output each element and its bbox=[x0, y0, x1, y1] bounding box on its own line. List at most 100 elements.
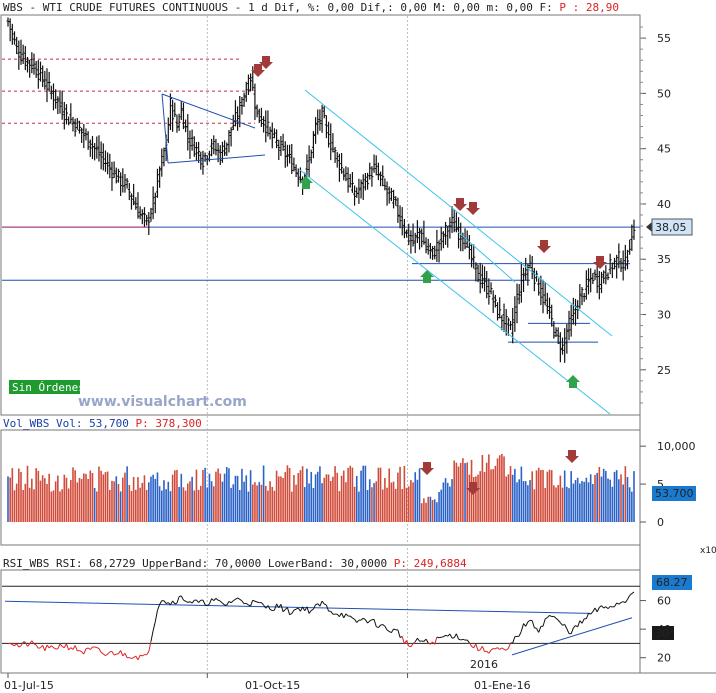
vol-scale-label: x10 bbox=[700, 546, 716, 556]
triangle-lower-line bbox=[167, 154, 266, 164]
vol-y-tick-label: 0 bbox=[657, 516, 664, 529]
rsi-line-segment bbox=[183, 599, 186, 602]
rsi-line-segment bbox=[217, 599, 221, 602]
rsi-line-segment bbox=[129, 657, 132, 660]
rsi-line-segment bbox=[430, 641, 433, 645]
rsi-line-segment bbox=[31, 640, 35, 645]
rsi-line-segment bbox=[302, 606, 306, 612]
rsi-line-segment bbox=[577, 620, 581, 627]
y-tick-label: 55 bbox=[657, 32, 671, 45]
y-tick-label: 45 bbox=[657, 143, 671, 156]
rsi-line-segment bbox=[460, 638, 464, 641]
rsi-line-segment bbox=[547, 615, 550, 618]
rsi-line-segment bbox=[312, 604, 317, 610]
rsi-line-segment bbox=[534, 627, 537, 629]
rsi-line-segment bbox=[449, 633, 453, 639]
rsi-line-segment bbox=[235, 597, 238, 600]
rsi-line-segment bbox=[466, 639, 470, 644]
rsi-line-segment bbox=[273, 603, 278, 611]
rsi-line-segment bbox=[72, 645, 76, 650]
rsi-line-segment bbox=[601, 605, 605, 609]
x-tick-label: 01-Ene-16 bbox=[474, 679, 531, 692]
rsi-line-segment bbox=[122, 652, 126, 657]
rsi-line-segment bbox=[297, 607, 301, 612]
triangle-side-line bbox=[161, 93, 169, 164]
rsi-line-segment bbox=[499, 647, 503, 650]
rsi-line-segment bbox=[453, 633, 457, 638]
rsi-line-segment bbox=[458, 638, 461, 641]
vol-value-tag bbox=[652, 486, 696, 501]
rsi-line-segment bbox=[585, 613, 589, 619]
rsi-line-segment bbox=[148, 641, 152, 652]
rsi-line-segment bbox=[321, 600, 325, 605]
rsi-line-segment bbox=[592, 607, 596, 612]
rsi-line-segment bbox=[107, 651, 111, 655]
rsi-line-segment bbox=[403, 640, 407, 645]
rsi-line-segment bbox=[98, 648, 102, 653]
rsi-line-segment bbox=[564, 624, 568, 629]
y-tick-label: 25 bbox=[657, 364, 671, 377]
sell-arrow-icon bbox=[453, 198, 467, 211]
rsi-line-segment bbox=[369, 619, 373, 622]
rsi-line-segment bbox=[245, 602, 249, 606]
rsi-line-segment bbox=[230, 600, 234, 604]
rsi-line-segment bbox=[518, 630, 522, 637]
rsi-line-segment bbox=[189, 601, 193, 604]
rsi-line-segment bbox=[618, 602, 622, 605]
rsi-line-segment bbox=[382, 624, 386, 627]
rsi-line-segment bbox=[620, 601, 624, 603]
rsi-line-segment bbox=[165, 602, 169, 605]
rsi-line-segment bbox=[603, 606, 607, 609]
rsi-line-segment bbox=[397, 629, 401, 638]
rsi-line-segment bbox=[495, 647, 498, 650]
rsi-line-segment bbox=[341, 612, 345, 619]
rsi-line-segment bbox=[35, 644, 39, 649]
rsi-line-segment bbox=[393, 628, 396, 631]
rsi-trend-line bbox=[4, 600, 591, 614]
status-badge[interactable] bbox=[9, 380, 80, 394]
rsi-y-tick-label: 60 bbox=[657, 595, 671, 608]
rsi-line-segment bbox=[438, 636, 442, 639]
rsi-line-segment bbox=[100, 651, 104, 655]
rsi-line-segment bbox=[20, 641, 24, 647]
rsi-line-segment bbox=[462, 638, 466, 641]
buy-arrow-icon bbox=[299, 176, 313, 189]
rsi-line-segment bbox=[325, 604, 330, 612]
rsi-lower-tag-label: 30 bbox=[655, 627, 669, 640]
rsi-line-segment bbox=[555, 617, 559, 621]
rsi-line-segment bbox=[211, 598, 215, 601]
rsi-line-segment bbox=[596, 607, 600, 613]
rsi-line-segment bbox=[282, 609, 286, 613]
rsi-line-segment bbox=[135, 655, 139, 661]
rsi-line-segment bbox=[38, 647, 41, 649]
rsi-line-segment bbox=[276, 603, 280, 609]
y-tick-label: 30 bbox=[657, 309, 671, 322]
rsi-line-segment bbox=[51, 645, 54, 648]
rsi-line-segment bbox=[289, 613, 292, 616]
sell-arrow-icon bbox=[537, 240, 551, 253]
rsi-line-segment bbox=[559, 622, 563, 626]
rsi-line-segment bbox=[18, 645, 22, 648]
rsi-line-segment bbox=[267, 605, 271, 610]
rsi-line-segment bbox=[159, 600, 163, 605]
rsi-line-segment bbox=[57, 643, 61, 650]
x-tick-label: 01-Oct-15 bbox=[245, 679, 300, 692]
rsi-line-segment bbox=[378, 624, 381, 628]
rsi-line-segment bbox=[124, 653, 128, 658]
rsi-line-segment bbox=[291, 609, 295, 614]
rsi-line-segment bbox=[542, 618, 546, 627]
rsi-line-segment bbox=[308, 610, 312, 614]
rsi-line-segment bbox=[311, 608, 314, 611]
vol-header: Vol_WBS Vol: 53,700 P: 378,300 bbox=[3, 417, 202, 430]
rsi-line-segment bbox=[63, 643, 67, 648]
rsi-line-segment bbox=[631, 591, 635, 594]
rsi-line-segment bbox=[174, 602, 178, 605]
rsi-line-segment bbox=[87, 647, 91, 650]
vol-y-tick-label: 10,000 bbox=[657, 440, 696, 453]
rsi-line-segment bbox=[256, 601, 260, 604]
rsi-line-segment bbox=[42, 645, 46, 651]
rsi-line-segment bbox=[16, 643, 20, 648]
rsi-line-segment bbox=[501, 647, 505, 650]
rsi-line-segment bbox=[66, 643, 70, 651]
